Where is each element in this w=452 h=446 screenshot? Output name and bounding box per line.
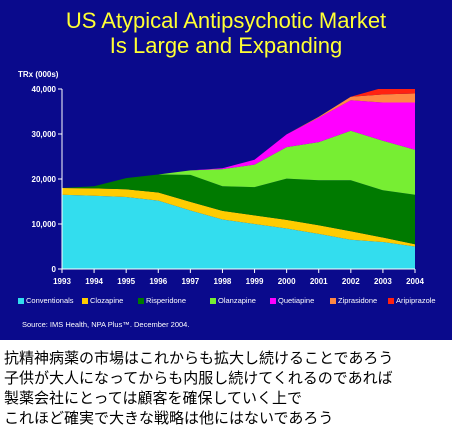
x-tick-label: 2001 bbox=[310, 277, 328, 286]
japanese-caption: 抗精神病薬の市場はこれからも拡大し続けることであろう 子供が大人になってからも内… bbox=[4, 348, 452, 428]
y-axis-label: TRx (000s) bbox=[18, 70, 59, 79]
legend-item-risperidone: Risperidone bbox=[138, 296, 186, 305]
x-tick-label: 2003 bbox=[374, 277, 392, 286]
area-conventionals bbox=[62, 194, 415, 269]
y-tick-label: 10,000 bbox=[32, 220, 57, 229]
legend-swatch bbox=[270, 298, 276, 304]
y-tick-label: 30,000 bbox=[32, 130, 57, 139]
x-tick-label: 2004 bbox=[406, 277, 424, 286]
legend-label: Aripiprazole bbox=[396, 296, 436, 305]
source-note: Source: IMS Health, NPA Plus™. December … bbox=[22, 320, 190, 329]
x-tick-label: 2000 bbox=[278, 277, 296, 286]
x-tick-label: 1998 bbox=[214, 277, 232, 286]
y-tick-label: 40,000 bbox=[32, 85, 57, 94]
chart-legend: Conventionals Clozapine Risperidone Olanzap… bbox=[18, 296, 448, 308]
caption-line-2: 子供が大人になってからも内服し続けてくれるのであれば bbox=[4, 369, 393, 387]
legend-item-conventionals: Conventionals bbox=[18, 296, 74, 305]
chart-slide: US Atypical Antipsychotic Market Is Larg… bbox=[0, 0, 452, 340]
legend-swatch bbox=[330, 298, 336, 304]
x-tick-label: 1995 bbox=[117, 277, 135, 286]
y-tick-label: 0 bbox=[52, 265, 57, 274]
area-risperidone bbox=[62, 174, 415, 245]
legend-item-olanzapine: Olanzapine bbox=[210, 296, 256, 305]
caption-line-3: 製薬会社にとっては顧客を確保していく上で bbox=[4, 389, 303, 407]
x-tick-label: 1997 bbox=[181, 277, 199, 286]
title-line-1: US Atypical Antipsychotic Market bbox=[65, 8, 387, 33]
area-clozapine bbox=[62, 188, 415, 247]
legend-item-aripiprazole: Aripiprazole bbox=[388, 296, 436, 305]
area-olanzapine bbox=[62, 130, 415, 195]
x-tick-label: 2002 bbox=[342, 277, 360, 286]
x-tick-label: 1993 bbox=[53, 277, 71, 286]
chart-title: US Atypical Antipsychotic Market Is Larg… bbox=[0, 8, 452, 58]
legend-label: Quetiapine bbox=[278, 296, 315, 305]
y-tick-label: 20,000 bbox=[32, 175, 57, 184]
legend-swatch bbox=[18, 298, 24, 304]
legend-label: Clozapine bbox=[90, 296, 124, 305]
title-line-2: Is Large and Expanding bbox=[109, 33, 343, 58]
legend-swatch bbox=[210, 298, 216, 304]
legend-item-clozapine: Clozapine bbox=[82, 296, 123, 305]
x-tick-label: 1999 bbox=[246, 277, 264, 286]
stacked-area-chart: 0 10,000 20,000 30,000 40,000 1993 1994 1995 199… bbox=[32, 85, 425, 286]
legend-swatch bbox=[138, 298, 144, 304]
legend-label: Ziprasidone bbox=[338, 296, 378, 305]
legend-swatch bbox=[388, 298, 394, 304]
legend-swatch bbox=[82, 298, 88, 304]
legend-item-ziprasidone: Ziprasidone bbox=[330, 296, 377, 305]
caption-line-4: これほど確実で大きな戦略は他にはないであろう bbox=[4, 409, 334, 427]
x-tick-label: 1996 bbox=[149, 277, 167, 286]
legend-label: Olanzapine bbox=[218, 296, 256, 305]
caption-line-1: 抗精神病薬の市場はこれからも拡大し続けることであろう bbox=[4, 349, 394, 367]
legend-label: Risperidone bbox=[146, 296, 187, 305]
legend-item-quetiapine: Quetiapine bbox=[270, 296, 314, 305]
area-quetiapine bbox=[62, 100, 415, 188]
legend-label: Conventionals bbox=[26, 296, 74, 305]
x-tick-label: 1994 bbox=[85, 277, 103, 286]
